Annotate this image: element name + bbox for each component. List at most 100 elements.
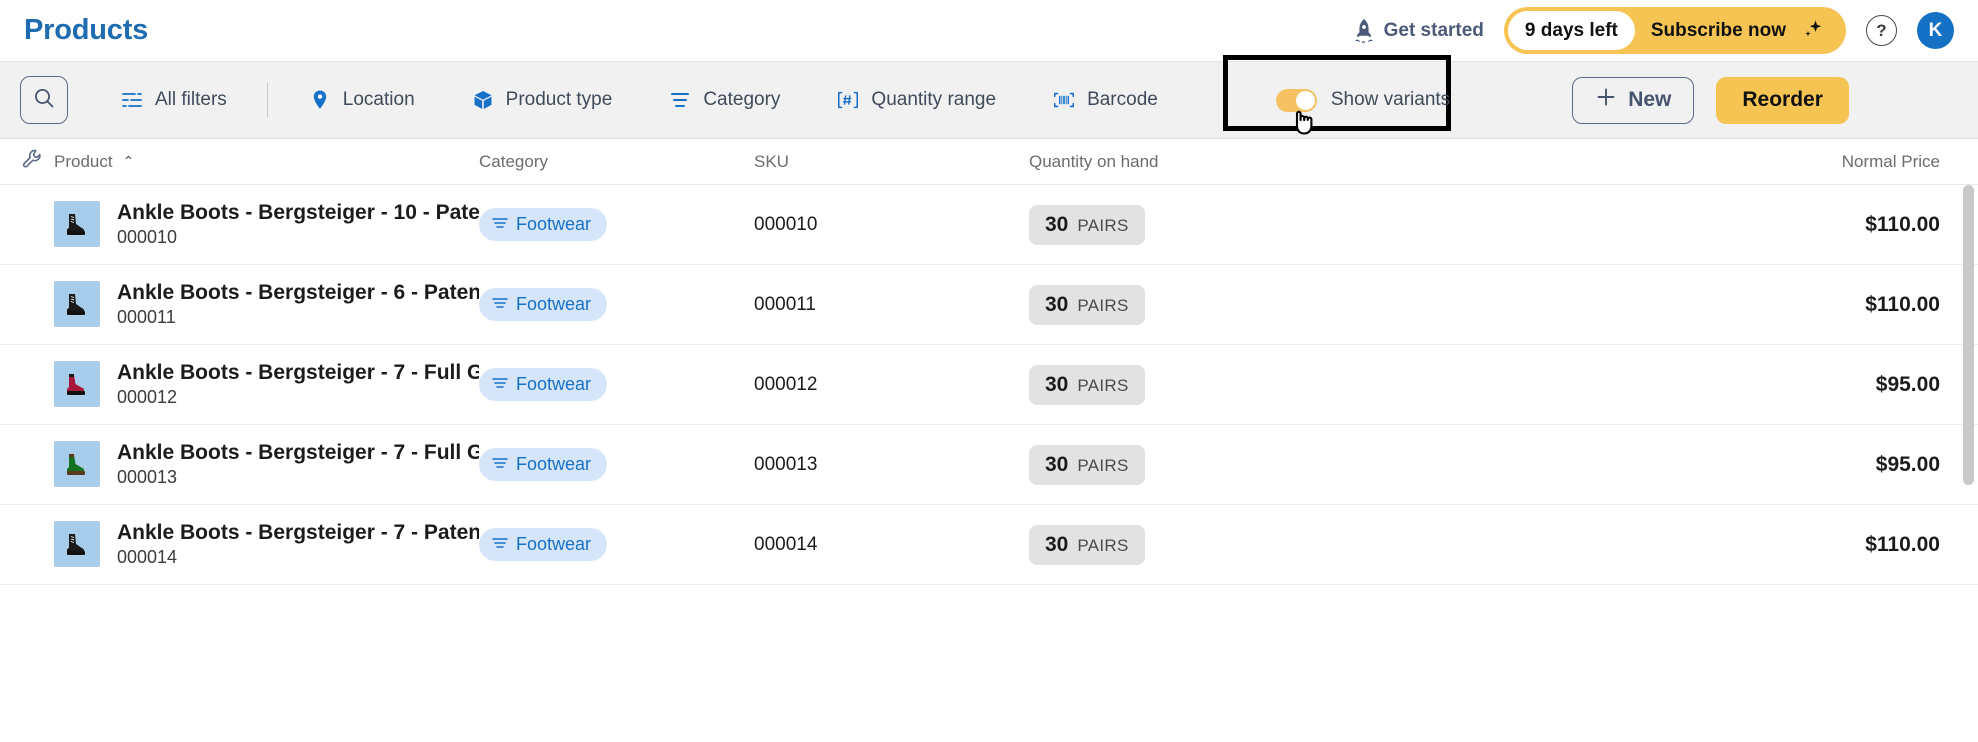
plus-icon [1595,86,1617,114]
filter-location-label: Location [342,89,415,110]
category-badge-label: Footwear [516,374,592,394]
sku-cell: 000011 [754,293,816,315]
quantity-value: 30 [1045,292,1069,316]
product-reference: 000011 [117,307,176,328]
get-started-button[interactable]: Get started [1353,18,1484,44]
category-badge[interactable]: Footwear [479,288,608,321]
reorder-button[interactable]: Reorder [1716,76,1849,124]
product-cell: Ankle Boots - Bergsteiger - 7 - Full Gra… [54,361,479,409]
product-name: Ankle Boots - Bergsteiger - 10 - Patent … [117,200,479,224]
quantity-unit: PAIRS [1077,455,1129,475]
table-row[interactable]: Ankle Boots - Bergsteiger - 7 - Full Gra… [0,425,1978,505]
table-row[interactable]: Ankle Boots - Bergsteiger - 10 - Patent … [0,185,1978,265]
product-reference: 000014 [117,547,178,568]
new-button[interactable]: New [1572,76,1695,124]
product-thumbnail [54,441,100,488]
category-badge[interactable]: Footwear [479,208,608,241]
column-header-category[interactable]: Category [479,151,548,171]
category-badge[interactable]: Footwear [479,528,608,561]
category-badge[interactable]: Footwear [479,448,608,481]
avatar[interactable]: K [1917,12,1954,49]
quantity-chip: 30 PAIRS [1029,284,1145,325]
quantity-unit: PAIRS [1077,295,1129,315]
product-cell: Ankle Boots - Bergsteiger - 10 - Patent … [54,201,479,249]
product-cell: Ankle Boots - Bergsteiger - 6 - Patent L… [54,281,479,329]
column-header-quantity[interactable]: Quantity on hand [1029,151,1159,171]
filter-category-label: Category [703,89,781,110]
list-lines-icon [492,454,508,475]
subscribe-now-label: Subscribe now [1650,19,1786,41]
map-pin-icon [308,89,332,111]
sku-cell: 000010 [754,213,818,235]
show-variants-group: Show variants [1222,54,1451,135]
product-name: Ankle Boots - Bergsteiger - 6 - Patent L… [117,280,479,304]
subscribe-now-button[interactable]: Subscribe now [1635,16,1842,46]
scrollbar-track[interactable] [1963,139,1976,742]
wrench-icon [21,148,43,175]
search-button[interactable] [20,76,68,124]
column-header-price[interactable]: Normal Price [1841,151,1940,171]
filter-barcode[interactable]: Barcode [1050,83,1160,117]
column-header-sku[interactable]: SKU [754,151,789,171]
price-cell: $110.00 [1865,212,1940,236]
product-reference: 000013 [117,467,178,488]
table-row[interactable]: Ankle Boots - Bergsteiger - 7 - Full Gra… [0,345,1978,425]
category-badge-label: Footwear [516,454,592,474]
scrollbar-thumb[interactable] [1963,185,1974,485]
filter-location[interactable]: Location [306,83,417,117]
category-badge[interactable]: Footwear [479,368,608,401]
category-badge-label: Footwear [516,294,592,314]
subscribe-pill[interactable]: 9 days left Subscribe now [1503,7,1846,54]
quantity-value: 30 [1045,532,1069,556]
toolbar-divider [266,83,268,117]
sliders-icon [120,89,144,111]
table-row[interactable]: Ankle Boots - Bergsteiger - 7 - Patent L… [0,505,1978,585]
filter-barcode-label: Barcode [1087,89,1158,110]
quantity-value: 30 [1045,452,1069,476]
quantity-value: 30 [1045,372,1069,396]
category-cell: Footwear [479,368,754,401]
sort-ascending-icon: ⌃ [122,153,135,169]
filter-product-type-label: Product type [505,89,613,110]
app-header: Products Get started 9 days left Subscri… [0,0,1978,61]
product-cell: Ankle Boots - Bergsteiger - 7 - Patent L… [54,521,479,569]
list-lines-icon [492,534,508,555]
quantity-cell: 30 PAIRS [1029,444,1449,485]
quantity-chip: 30 PAIRS [1029,524,1145,565]
filter-category[interactable]: Category [666,83,782,117]
product-thumbnail [54,281,100,328]
filter-product-type[interactable]: Product type [469,82,615,118]
column-header-product[interactable]: Product ⌃ [54,152,479,172]
product-reference: 000010 [117,227,178,248]
table-header-row: Product ⌃ Category SKU Quantity on hand … [0,139,1978,185]
toggle-switch[interactable] [1275,88,1317,112]
price-cell: $110.00 [1865,292,1940,316]
category-cell: Footwear [479,288,754,321]
list-lines-icon [492,214,508,235]
column-settings-button[interactable] [10,148,54,175]
list-lines-icon [492,374,508,395]
filter-all-filters[interactable]: All filters [118,83,229,117]
category-badge-label: Footwear [516,534,592,554]
products-table: Product ⌃ Category SKU Quantity on hand … [0,139,1978,742]
filter-quantity-range[interactable]: Quantity range [834,83,998,117]
rocket-icon [1353,18,1375,44]
quantity-chip: 30 PAIRS [1029,444,1145,485]
category-cell: Footwear [479,208,754,241]
filter-all-filters-label: All filters [155,89,227,110]
quantity-cell: 30 PAIRS [1029,524,1449,565]
help-button[interactable]: ? [1866,15,1897,46]
quantity-unit: PAIRS [1077,215,1129,235]
category-cell: Footwear [479,448,754,481]
search-icon [32,86,56,115]
days-left-badge: 9 days left [1507,11,1635,50]
product-reference: 000012 [117,387,178,408]
page-title: Products [24,14,149,46]
quantity-chip: 30 PAIRS [1029,204,1145,245]
product-cell: Ankle Boots - Bergsteiger - 7 - Full Gra… [54,441,479,489]
toggle-knob [1295,90,1315,110]
sku-cell: 000012 [754,373,818,395]
table-row[interactable]: Ankle Boots - Bergsteiger - 6 - Patent L… [0,265,1978,345]
category-cell: Footwear [479,528,754,561]
show-variants-toggle[interactable]: Show variants [1275,88,1450,135]
